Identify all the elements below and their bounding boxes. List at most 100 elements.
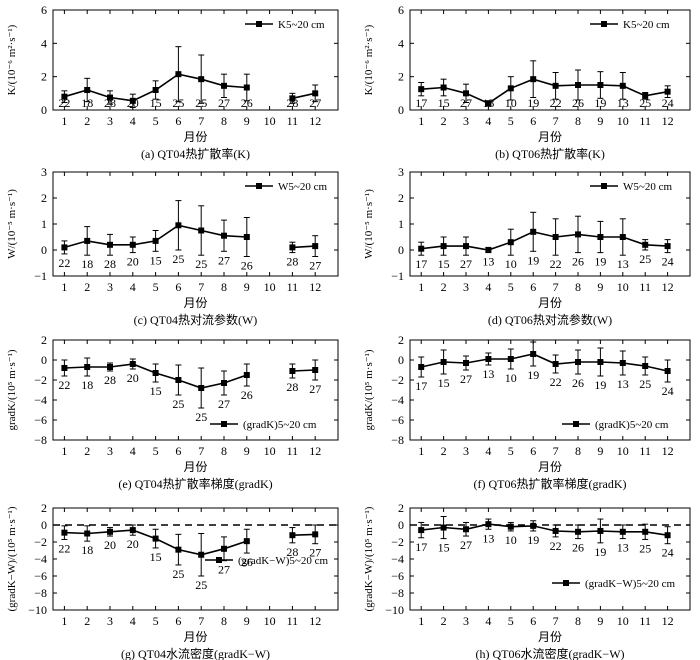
x-tick-label: 6: [530, 614, 536, 628]
x-tick-label: 3: [463, 280, 469, 294]
y-tick-label: −1: [34, 269, 47, 283]
legend-label: (gradK−W)5~20 cm: [238, 555, 328, 567]
legend-label: K5~20 cm: [623, 19, 670, 31]
y-tick-label: 0: [41, 518, 47, 532]
y-axis-label: K/(10⁻⁶ m²·s⁻¹): [6, 24, 18, 95]
data-point: [221, 545, 227, 552]
x-tick-label: 3: [107, 614, 113, 628]
y-tick-label: −2: [391, 373, 404, 387]
x-tick-label: 4: [130, 614, 136, 628]
data-point: [619, 528, 626, 535]
panel-caption: (f) QT06热扩散率梯度(gradK): [474, 476, 627, 491]
y-tick-label: 3: [41, 165, 47, 179]
sample-count-label: 27: [218, 397, 230, 411]
y-tick-label: 2: [398, 70, 404, 84]
sample-count-label: 19: [594, 545, 606, 559]
data-point: [129, 241, 136, 248]
data-point: [552, 234, 559, 240]
sample-count-label: 17: [415, 379, 427, 393]
x-tick-label: 11: [639, 114, 651, 128]
sample-count-label: 19: [527, 96, 539, 110]
x-axis-label: 月份: [183, 296, 207, 310]
legend-marker: [256, 21, 262, 27]
x-tick-label: 10: [617, 280, 629, 294]
panel-caption: (g) QT04水流密度(gradK−W): [121, 646, 270, 660]
sample-count-label: 22: [550, 539, 562, 553]
x-tick-label: 8: [221, 280, 227, 294]
sample-count-label: 25: [172, 567, 184, 581]
data-point: [575, 231, 581, 238]
sample-count-label: 27: [309, 382, 321, 396]
x-tick-label: 8: [575, 114, 581, 128]
sample-count-label: 22: [58, 256, 70, 270]
y-tick-label: 1: [41, 217, 47, 231]
y-tick-label: 6: [398, 3, 404, 17]
x-tick-label: 1: [61, 280, 67, 294]
x-axis-label: 月份: [183, 460, 207, 474]
sample-count-label: 19: [527, 368, 539, 382]
sample-count-label: 13: [482, 255, 494, 269]
sample-count-label: 18: [81, 543, 93, 557]
x-tick-label: 12: [662, 444, 674, 458]
y-tick-label: 6: [41, 3, 47, 17]
y-axis-label: (gradK−W)/(10⁵ m·s⁻¹): [363, 506, 375, 611]
x-tick-label: 3: [463, 444, 469, 458]
data-point: [61, 529, 68, 536]
sample-count-label: 25: [195, 96, 207, 110]
sample-count-label: 25: [195, 257, 207, 271]
sample-count-label: 13: [617, 257, 629, 271]
legend-label: (gradK)5~20 cm: [595, 419, 669, 431]
data-point: [552, 82, 559, 89]
sample-count-label: 18: [81, 96, 93, 110]
series-line: [64, 363, 316, 389]
x-tick-label: 1: [418, 114, 424, 128]
sample-count-label: 25: [639, 252, 651, 266]
y-axis-label: (gradK−W)/(10⁵ m·s⁻¹): [6, 506, 18, 611]
sample-count-label: 22: [550, 375, 562, 389]
x-tick-label: 3: [107, 114, 113, 128]
sample-count-label: 13: [617, 377, 629, 391]
sample-count-label: 25: [172, 252, 184, 266]
data-point: [84, 237, 91, 244]
series-line: [64, 73, 316, 102]
sample-count-label: 28: [104, 257, 116, 271]
x-tick-label: 3: [107, 280, 113, 294]
legend-label: W5~20 cm: [623, 181, 672, 193]
sample-count-label: 24: [662, 546, 674, 560]
y-tick-label: −6: [34, 413, 47, 427]
y-tick-label: 0: [41, 103, 47, 117]
data-point: [175, 71, 182, 78]
series-line: [64, 224, 316, 249]
plot-frame: [409, 507, 691, 611]
y-tick-label: 0: [398, 243, 404, 257]
data-point: [107, 94, 113, 101]
y-tick-label: −10: [28, 603, 47, 617]
sample-count-label: 20: [104, 538, 116, 552]
y-tick-label: −6: [391, 569, 404, 583]
legend-marker: [601, 21, 607, 27]
data-point: [221, 82, 227, 89]
x-tick-label: 7: [553, 114, 559, 128]
y-tick-label: 1: [398, 217, 404, 231]
series-line: [421, 230, 668, 251]
sample-count-label: 19: [527, 533, 539, 547]
sample-count-label: 27: [218, 253, 230, 267]
data-point: [597, 527, 604, 534]
data-point: [107, 364, 113, 370]
data-point: [642, 241, 649, 248]
sample-count-label: 25: [195, 578, 207, 592]
sample-count-label: 26: [572, 541, 584, 555]
x-axis-label: 月份: [538, 460, 562, 474]
data-point: [129, 527, 136, 534]
x-tick-label: 8: [221, 444, 227, 458]
data-point: [597, 234, 604, 240]
y-tick-label: 2: [41, 70, 47, 84]
data-point: [664, 368, 671, 374]
sample-count-label: 25: [639, 377, 651, 391]
y-tick-label: 2: [398, 191, 404, 205]
data-point: [312, 531, 319, 538]
data-point: [175, 546, 182, 553]
sample-count-label: 28: [104, 373, 116, 387]
panel-caption: (e) QT04热扩散率梯度(gradK): [118, 476, 272, 491]
